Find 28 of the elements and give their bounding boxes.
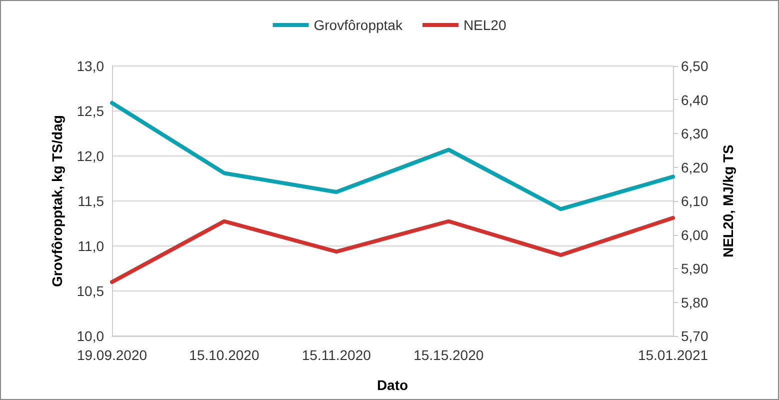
x-tick-label: 19.09.2020 (76, 347, 148, 363)
x-tick-label: 15.15.2020 (414, 347, 484, 363)
y2-tick-label: 5,80 (681, 294, 708, 310)
y2-tick-label: 6,30 (681, 126, 708, 142)
y2-tick-label: 5,90 (681, 260, 708, 276)
x-tick-label: 15.10.2020 (189, 347, 260, 363)
y2-tick-label: 6,00 (681, 226, 708, 243)
y-tick-label: 12,0 (76, 148, 104, 164)
line-series (110, 216, 675, 284)
legend-label: Grovfôropptak (314, 17, 404, 33)
y-tick-label: 12,5 (76, 103, 104, 119)
y2-tick-label: 6,20 (681, 159, 708, 176)
legend-label: NEL20 (463, 17, 506, 33)
y-tick-label: 10,5 (76, 283, 104, 299)
y2-tick-label: 5,70 (681, 328, 708, 344)
line-series (110, 100, 675, 212)
x-tick-label: 15.11.2020 (302, 347, 372, 363)
x-tick-label: 15.01.2021 (638, 347, 708, 363)
y2-tick-label: 6,40 (681, 92, 708, 108)
y-tick-label: 11,0 (78, 238, 104, 254)
y2-tick-label: 6,10 (681, 193, 708, 209)
y-tick-label: 10,0 (76, 328, 104, 344)
y-tick-label: 13,0 (76, 58, 104, 74)
y2-tick-label: 6,50 (681, 58, 708, 74)
y-axis-title: Grovfôropptak, kg TS/dag (49, 115, 65, 287)
y-tick-label: 11,5 (78, 193, 104, 209)
y2-axis-title: NEL20, MJ/kg TS (720, 144, 736, 258)
x-axis-title: Dato (376, 377, 408, 393)
